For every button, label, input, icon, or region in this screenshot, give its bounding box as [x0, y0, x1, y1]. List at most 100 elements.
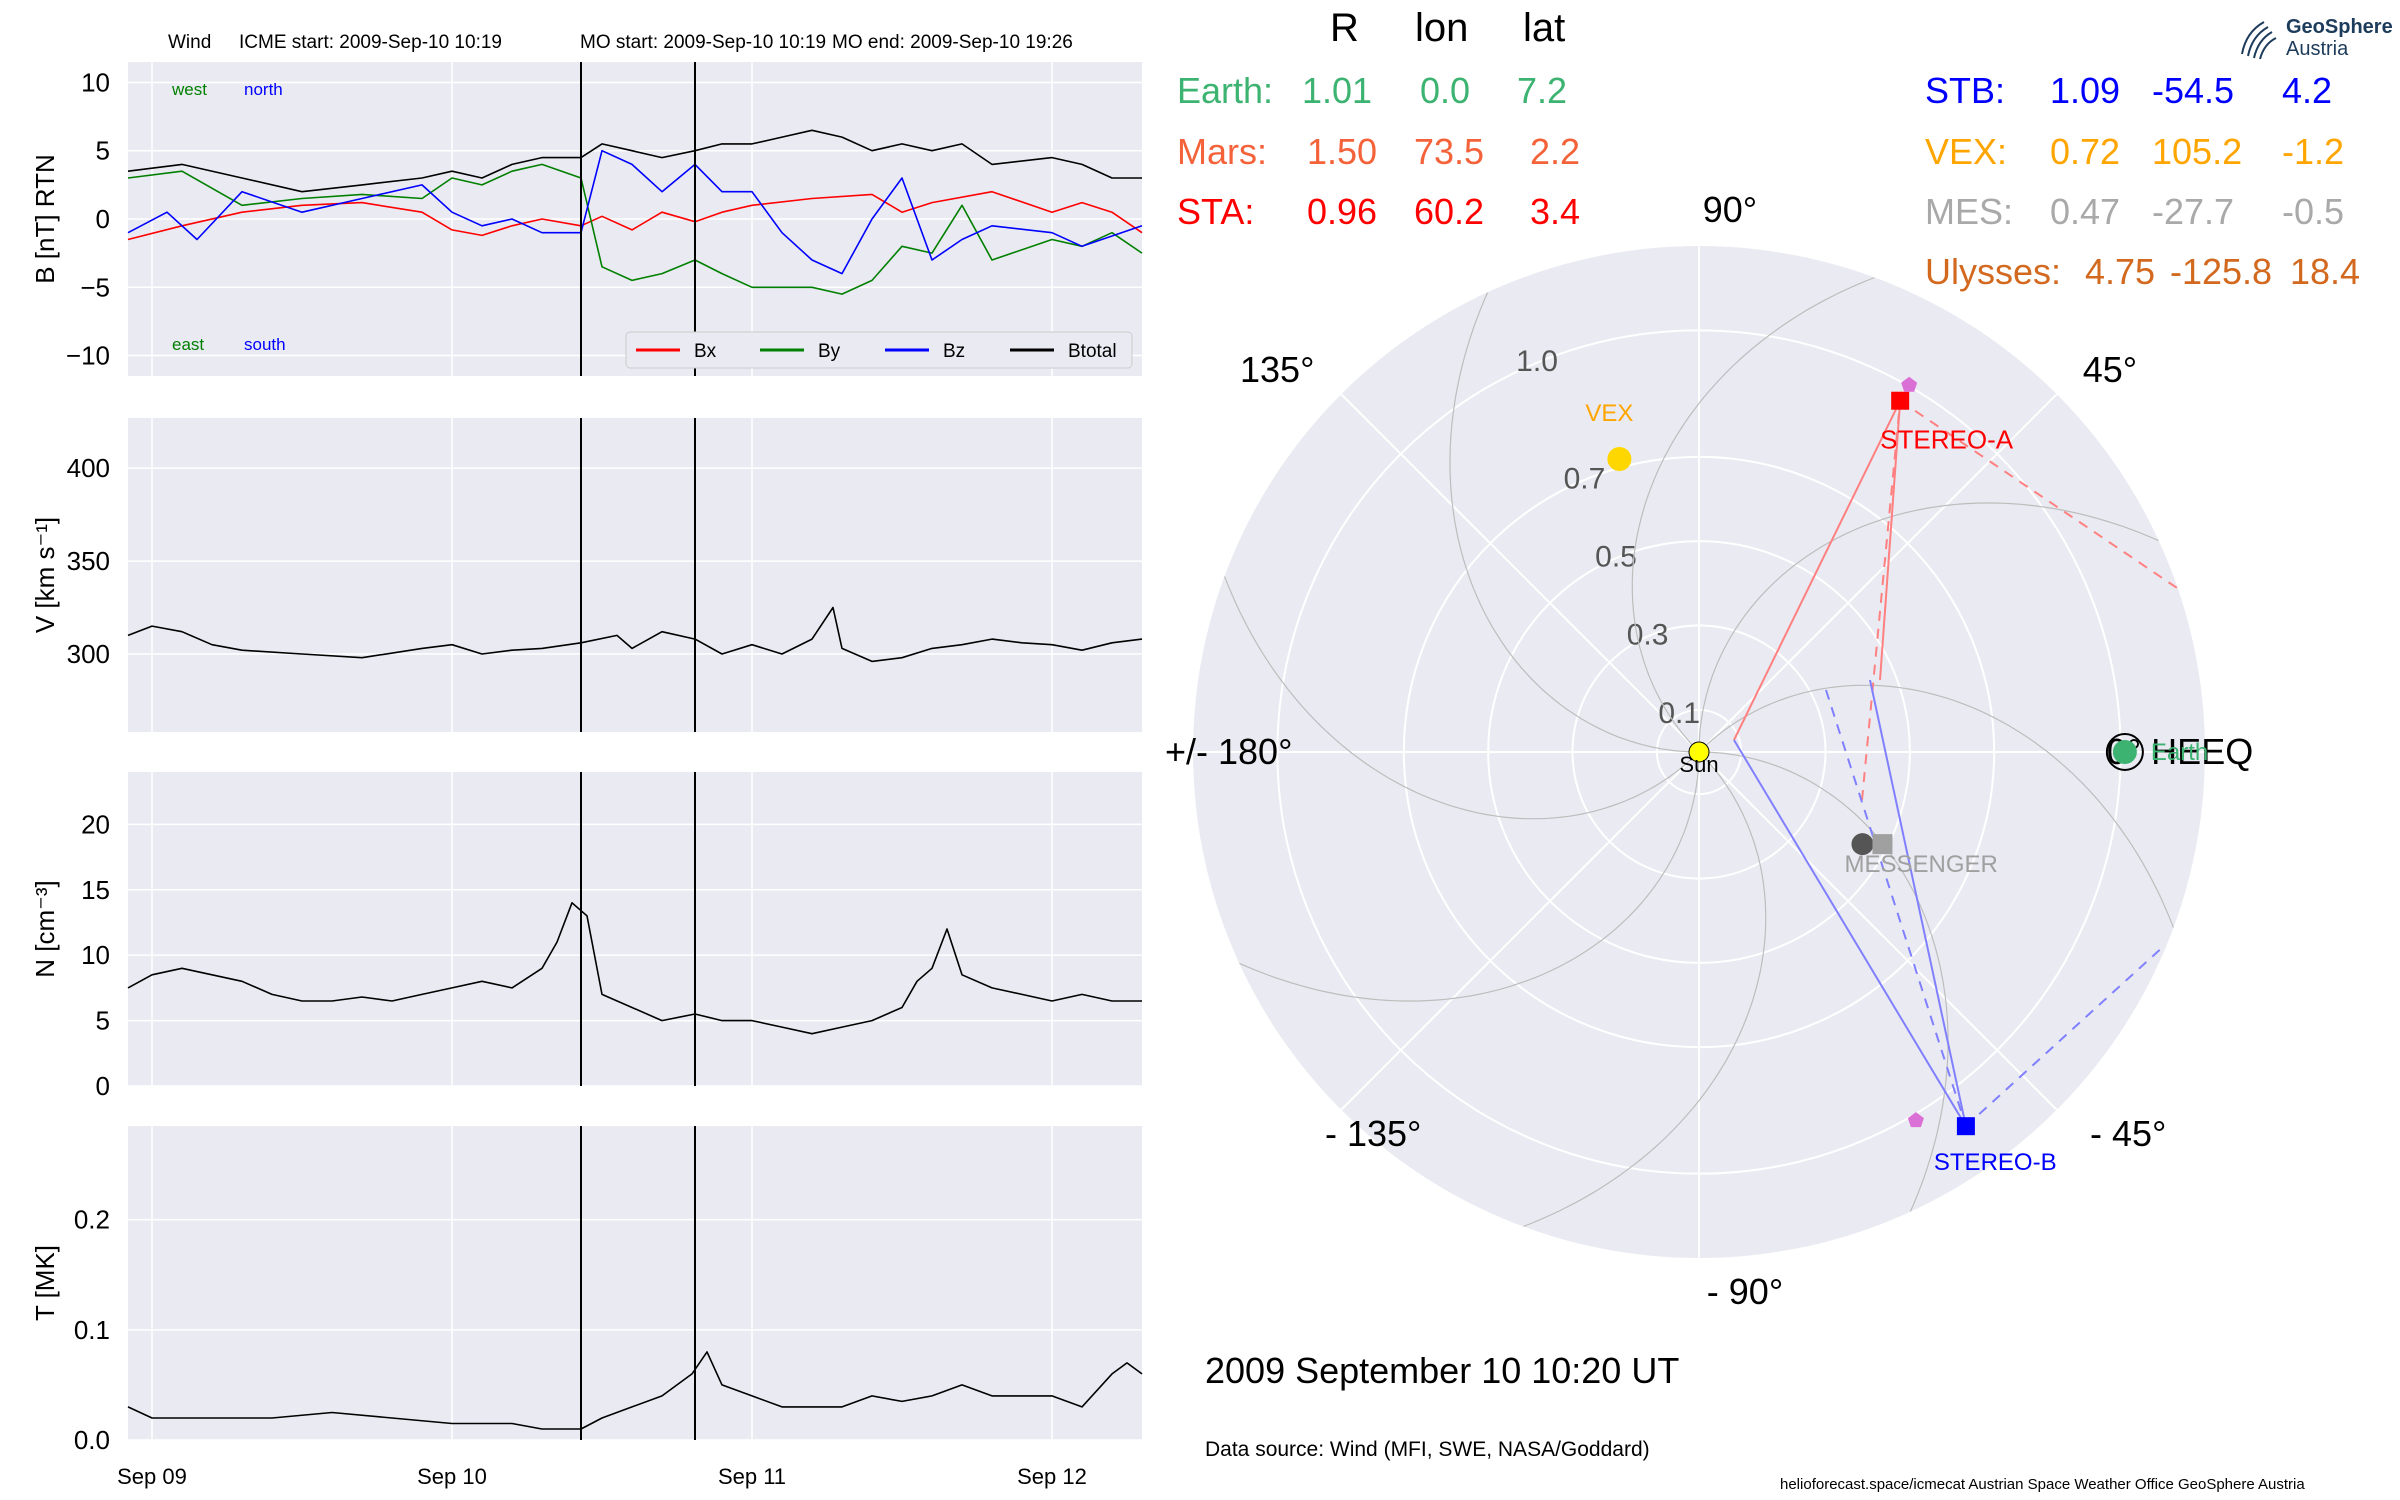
y-tick-label: 5 — [96, 1006, 110, 1036]
bodies: Sun Earth STEREO-A STEREO-B VEX MESSENGER — [1585, 376, 2208, 1176]
series-n — [127, 902, 1142, 1035]
earth-ring — [2105, 733, 2144, 771]
annotation-west: west — [171, 80, 207, 99]
title-icme-start: ICME start: 2009-Sep-10 10:19 — [239, 32, 502, 53]
position-lat: 2.2 — [1530, 131, 1581, 172]
spiral-line — [1223, 576, 1700, 820]
position-name: STA: — [1177, 191, 1255, 232]
connection-lines — [1733, 399, 2181, 1127]
position-name: Ulysses: — [1925, 251, 2062, 292]
position-lon: -125.8 — [2170, 251, 2273, 292]
position-r: 1.50 — [1307, 131, 1378, 172]
legend: Bx By Bz Btotal — [625, 331, 1133, 369]
spiral-line — [1698, 684, 2175, 928]
stb-line-dashed — [1825, 689, 1967, 1127]
angle-label: 90° — [1703, 189, 1757, 230]
stb-line — [1869, 679, 1967, 1127]
pentagon-marker — [1907, 1112, 1924, 1128]
series-t — [127, 1351, 1143, 1430]
title-mo-end: MO end: 2009-Sep-10 19:26 — [832, 32, 1073, 53]
angular-spoke — [1698, 393, 2058, 753]
angle-label: 45° — [2083, 349, 2137, 390]
position-r: 4.75 — [2085, 251, 2156, 292]
y-tick-label: 15 — [81, 875, 110, 905]
x-tick-label: Sep 12 — [1017, 1464, 1087, 1489]
radial-tick-label: 0.3 — [1627, 619, 1669, 652]
spiral-line — [1523, 751, 1767, 1228]
position-lon: -54.5 — [2152, 70, 2235, 111]
plot-area — [128, 1126, 1142, 1440]
temperature-panel: 0.2 0.1 0.0 T [MK] Sep 09 Sep 10 Sep 11 Sep 12 — [30, 1126, 1143, 1489]
y-tick-label: −10 — [66, 341, 110, 371]
radial-tick-label: 0.1 — [1658, 697, 1700, 730]
position-lat: 4.2 — [2282, 70, 2333, 111]
mes-square-marker — [1872, 834, 1893, 855]
position-r: 1.09 — [2050, 70, 2121, 111]
title-line: Wind ICME start: 2009-Sep-10 10:19 MO star… — [168, 32, 1073, 53]
position-r: 1.01 — [1302, 70, 1373, 111]
title-mo-start: MO start: 2009-Sep-10 10:19 — [580, 32, 826, 53]
x-tick-label: Sep 11 — [718, 1464, 786, 1489]
position-lon: 105.2 — [2152, 131, 2243, 172]
logo-title: GeoSphere — [2286, 16, 2393, 38]
angular-spoke — [1698, 751, 2058, 1111]
stereo-b-marker — [1956, 1117, 1975, 1136]
y-axis-label: T [MK] — [30, 1245, 60, 1321]
sta-line-dashed — [1899, 399, 2181, 591]
legend-label-bz: Bz — [943, 341, 965, 362]
pentagon-marker — [1901, 376, 1918, 392]
y-tick-label: 0.1 — [74, 1315, 110, 1345]
y-tick-label: −5 — [80, 272, 110, 302]
angle-label: +/- 180° — [1165, 731, 1292, 772]
angle-label: - 90° — [1707, 1271, 1783, 1312]
position-lat: -0.5 — [2282, 191, 2345, 232]
sta-line — [1733, 400, 1902, 741]
legend-label-by: By — [818, 341, 841, 362]
position-lon: 0.0 — [1420, 70, 1471, 111]
stb-line — [1733, 739, 1967, 1127]
position-name: STB: — [1925, 70, 2006, 111]
earth-label: Earth — [2151, 739, 2208, 766]
y-tick-label: 400 — [67, 453, 110, 483]
y-axis-label: B [nT] RTN — [30, 154, 60, 284]
position-r: 0.47 — [2050, 191, 2121, 232]
annotation-south: south — [244, 335, 286, 354]
position-lat: 3.4 — [1530, 191, 1581, 232]
position-name: Mars: — [1177, 131, 1267, 172]
vex-marker — [1607, 447, 1632, 472]
vex-label: VEX — [1585, 400, 1633, 427]
radial-tick-label: 0.7 — [1564, 462, 1606, 495]
density-panel: 20 15 10 5 0 N [cm⁻³] — [30, 772, 1142, 1101]
position-r: 0.72 — [2050, 131, 2121, 172]
geosphere-logo-icon — [2241, 21, 2277, 60]
sun-marker — [1688, 741, 1710, 763]
y-tick-label: 350 — [67, 546, 110, 576]
y-tick-label: 0 — [96, 204, 110, 234]
legend-box — [625, 331, 1133, 369]
sta-line-dashed — [1861, 400, 1902, 801]
parker-spirals — [1223, 276, 2175, 1228]
spiral-line — [1631, 276, 1875, 753]
position-lon: -27.7 — [2152, 191, 2235, 232]
logo-subtitle: Austria — [2286, 38, 2349, 60]
table-header-r: R — [1330, 6, 1359, 50]
annotation-north: north — [244, 80, 283, 99]
annotation-east: east — [172, 335, 204, 354]
table-header-lon: lon — [1415, 6, 1469, 50]
sun-label: Sun — [1679, 752, 1718, 777]
series-bz — [127, 149, 1143, 275]
angle-label: - 45° — [2090, 1113, 2166, 1154]
position-lat: 18.4 — [2290, 251, 2361, 292]
angle-label: 135° — [1240, 349, 1314, 390]
spiral-line — [1698, 502, 2160, 753]
earth-marker — [2112, 740, 2137, 764]
position-lon: 73.5 — [1414, 131, 1485, 172]
y-tick-label: 300 — [67, 639, 110, 669]
y-tick-label: 0.0 — [74, 1425, 110, 1455]
legend-label-bx: Bx — [694, 341, 717, 362]
